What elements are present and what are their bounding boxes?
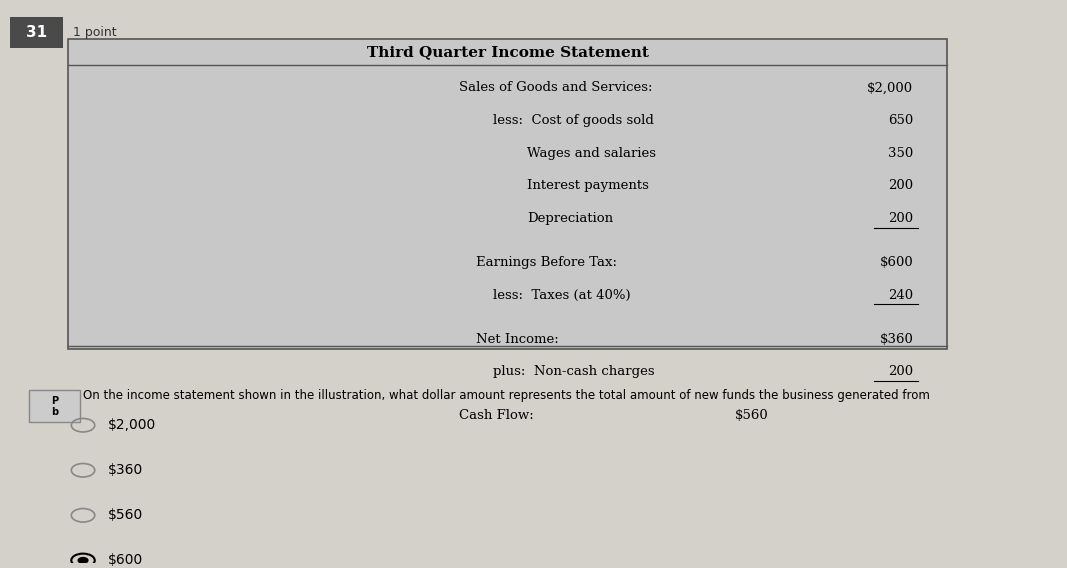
Text: 240: 240 <box>888 289 913 302</box>
Text: Net Income:: Net Income: <box>476 332 559 345</box>
Text: Wages and salaries: Wages and salaries <box>527 147 656 160</box>
Text: $600: $600 <box>879 256 913 269</box>
Text: Interest payments: Interest payments <box>527 179 650 193</box>
Circle shape <box>78 558 87 563</box>
Text: $600: $600 <box>108 553 143 567</box>
Text: 350: 350 <box>888 147 913 160</box>
Text: $560: $560 <box>108 508 143 523</box>
FancyBboxPatch shape <box>68 39 947 349</box>
Text: P
b: P b <box>51 396 59 417</box>
Text: $2,000: $2,000 <box>867 81 913 94</box>
Text: 1 point: 1 point <box>74 26 117 39</box>
Text: $360: $360 <box>108 463 143 477</box>
Text: less:  Taxes (at 40%): less: Taxes (at 40%) <box>493 289 631 302</box>
Text: Earnings Before Tax:: Earnings Before Tax: <box>476 256 617 269</box>
Text: less:  Cost of goods sold: less: Cost of goods sold <box>493 114 654 127</box>
Text: On the income statement shown in the illustration, what dollar amount represents: On the income statement shown in the ill… <box>83 389 930 402</box>
Text: Sales of Goods and Services:: Sales of Goods and Services: <box>459 81 653 94</box>
Text: 200: 200 <box>888 365 913 378</box>
Text: 31: 31 <box>26 25 47 40</box>
Text: Third Quarter Income Statement: Third Quarter Income Statement <box>367 45 649 59</box>
Text: plus:  Non-cash charges: plus: Non-cash charges <box>493 365 655 378</box>
Text: $560: $560 <box>735 409 769 422</box>
Text: Cash Flow:: Cash Flow: <box>459 409 534 422</box>
Text: $2,000: $2,000 <box>108 418 156 432</box>
Text: 200: 200 <box>888 179 913 193</box>
FancyBboxPatch shape <box>10 17 64 48</box>
Text: $360: $360 <box>879 332 913 345</box>
Text: 650: 650 <box>888 114 913 127</box>
FancyBboxPatch shape <box>29 390 80 423</box>
Text: Depreciation: Depreciation <box>527 212 614 225</box>
Text: 200: 200 <box>888 212 913 225</box>
